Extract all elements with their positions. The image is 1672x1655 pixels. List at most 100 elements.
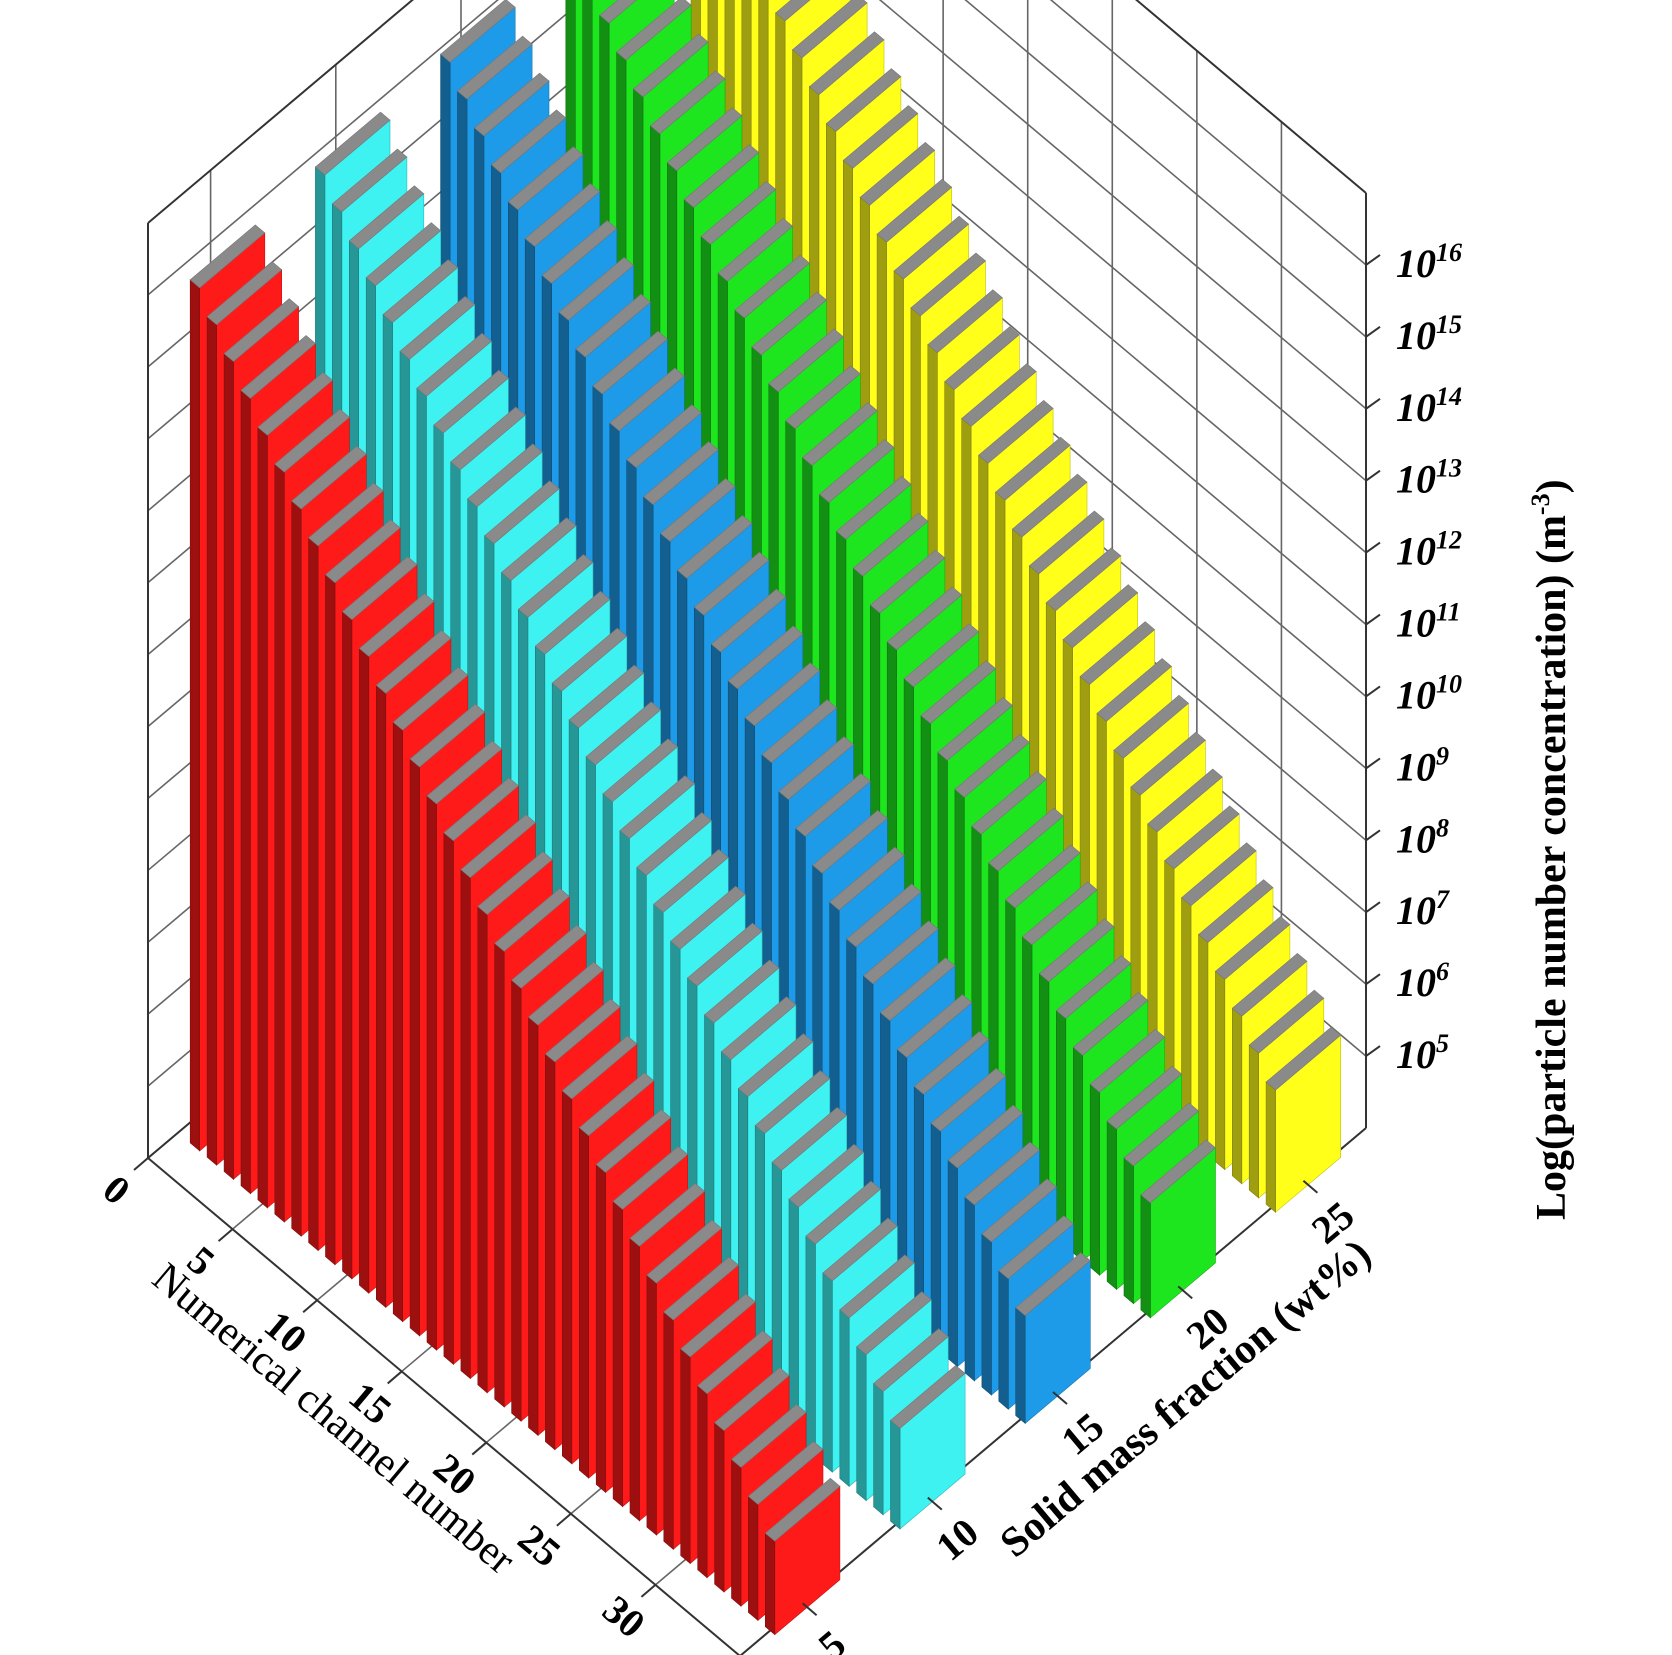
bar-face-side bbox=[1215, 970, 1226, 1171]
bar-face-side bbox=[477, 905, 488, 1394]
bar-face-side bbox=[240, 389, 251, 1195]
bar-face-top bbox=[477, 851, 553, 915]
bar-face-top bbox=[927, 289, 1003, 354]
bar-face-side bbox=[1089, 1083, 1100, 1276]
bar-face-top bbox=[812, 809, 888, 874]
z-tick-mark bbox=[1365, 254, 1381, 266]
bar-face-top bbox=[240, 335, 316, 399]
bar-face-side bbox=[764, 1532, 776, 1636]
bar-face-top bbox=[612, 1146, 689, 1210]
bar-face-top bbox=[720, 996, 797, 1061]
bar-face-top bbox=[808, 31, 885, 96]
bar-face-top bbox=[1231, 953, 1308, 1017]
bar-face-side bbox=[561, 1090, 573, 1465]
z-tick-mark bbox=[1365, 469, 1381, 482]
bar-face-side bbox=[325, 574, 336, 1266]
bar-face-top bbox=[551, 627, 628, 692]
bar-face-top bbox=[484, 480, 560, 544]
bar-face-top bbox=[358, 593, 435, 657]
bar-face-top bbox=[578, 1072, 655, 1136]
z-tick-mark bbox=[1365, 541, 1381, 554]
bar-face-side bbox=[206, 316, 217, 1166]
z-tick-base: 10 bbox=[1396, 241, 1436, 286]
z-tick-exponent: 16 bbox=[1436, 238, 1462, 267]
bar-face-side bbox=[1073, 1046, 1083, 1262]
bar-face-side bbox=[426, 795, 437, 1351]
bar-face-top bbox=[825, 68, 902, 132]
bar-face-side bbox=[578, 1127, 590, 1479]
z-tick-mark bbox=[1365, 829, 1381, 842]
bar-face-side bbox=[1232, 1007, 1243, 1185]
bar-face-top bbox=[1147, 768, 1223, 833]
bar-face-top bbox=[920, 660, 997, 724]
bar-face-top bbox=[839, 1254, 915, 1319]
bar-face-top bbox=[666, 107, 743, 171]
z-tick-base: 10 bbox=[1396, 1032, 1436, 1077]
bar-face-top bbox=[460, 814, 536, 878]
axis-edge bbox=[147, 0, 414, 224]
bar-face-top bbox=[829, 846, 905, 911]
bar-face-top bbox=[399, 296, 476, 360]
bar-face-top bbox=[954, 734, 1030, 798]
bar-face-top bbox=[595, 1109, 672, 1173]
bar-face-top bbox=[731, 1404, 807, 1468]
bar-face-top bbox=[822, 1217, 898, 1282]
bar-face-top bbox=[913, 1031, 990, 1095]
bar-face-top bbox=[863, 920, 939, 985]
bar-face-side bbox=[511, 979, 522, 1422]
z-tick-mark bbox=[1365, 901, 1381, 914]
bar-face-top bbox=[998, 1215, 1074, 1280]
bar-face-top bbox=[734, 254, 810, 319]
bar-face-top bbox=[785, 365, 861, 429]
bar-face-top bbox=[978, 400, 1054, 464]
bar-face-top bbox=[660, 478, 736, 542]
bar-face-top bbox=[1096, 658, 1172, 722]
z-axis-title-close: ) bbox=[1529, 479, 1575, 493]
bar-face-top bbox=[995, 436, 1071, 501]
bar-face-top bbox=[602, 738, 678, 803]
bar-face-top bbox=[1072, 992, 1149, 1056]
z-tick-label: 1016 bbox=[1396, 238, 1462, 286]
bar-face-side bbox=[964, 1196, 975, 1382]
bar-face-top bbox=[619, 775, 695, 839]
bar-face-top bbox=[646, 1219, 722, 1284]
bar-face-top bbox=[805, 1180, 881, 1245]
bar-face-top bbox=[568, 664, 645, 729]
z-tick-exponent: 15 bbox=[1436, 310, 1462, 339]
bar-face-top bbox=[792, 0, 868, 59]
bar-face-top bbox=[893, 215, 970, 280]
z-tick-label: 1010 bbox=[1396, 669, 1462, 717]
bar-face-side bbox=[375, 684, 387, 1309]
bar-face-top bbox=[1055, 955, 1132, 1019]
bar-face-top bbox=[947, 1104, 1024, 1169]
bar-face-top bbox=[819, 439, 895, 503]
bar-face-top bbox=[433, 369, 509, 434]
z-tick-label: 108 bbox=[1396, 813, 1449, 861]
z-tick-exponent: 12 bbox=[1436, 526, 1462, 555]
z-tick-base: 10 bbox=[1396, 816, 1436, 861]
bar-face-side bbox=[714, 1421, 725, 1593]
bar-face-side bbox=[528, 1016, 539, 1437]
bar-face-side bbox=[680, 1348, 691, 1565]
bar-face-top bbox=[1005, 844, 1081, 909]
bar-face-top bbox=[842, 105, 919, 169]
bar-face-top bbox=[1181, 842, 1257, 907]
bar-face-top bbox=[544, 998, 621, 1063]
bar-face-top bbox=[534, 590, 611, 655]
bar-face-top bbox=[1140, 1139, 1216, 1204]
z-tick-base: 10 bbox=[1396, 385, 1436, 430]
bar-face-top bbox=[633, 33, 709, 98]
z-axis-title-superscript: -3 bbox=[1526, 493, 1555, 515]
grid-line-z bbox=[878, 0, 1367, 410]
bar-face-top bbox=[348, 185, 425, 250]
bar-face-top bbox=[511, 924, 587, 989]
bar-face-top bbox=[1028, 510, 1105, 575]
bar-face-top bbox=[754, 1070, 831, 1134]
bar-face-top bbox=[802, 402, 878, 466]
bar-face-top bbox=[710, 588, 787, 653]
bar-face-top bbox=[1113, 694, 1189, 759]
bar-face-top bbox=[474, 72, 550, 137]
bar-face-top bbox=[457, 35, 533, 100]
bar-face-top bbox=[937, 697, 1013, 761]
